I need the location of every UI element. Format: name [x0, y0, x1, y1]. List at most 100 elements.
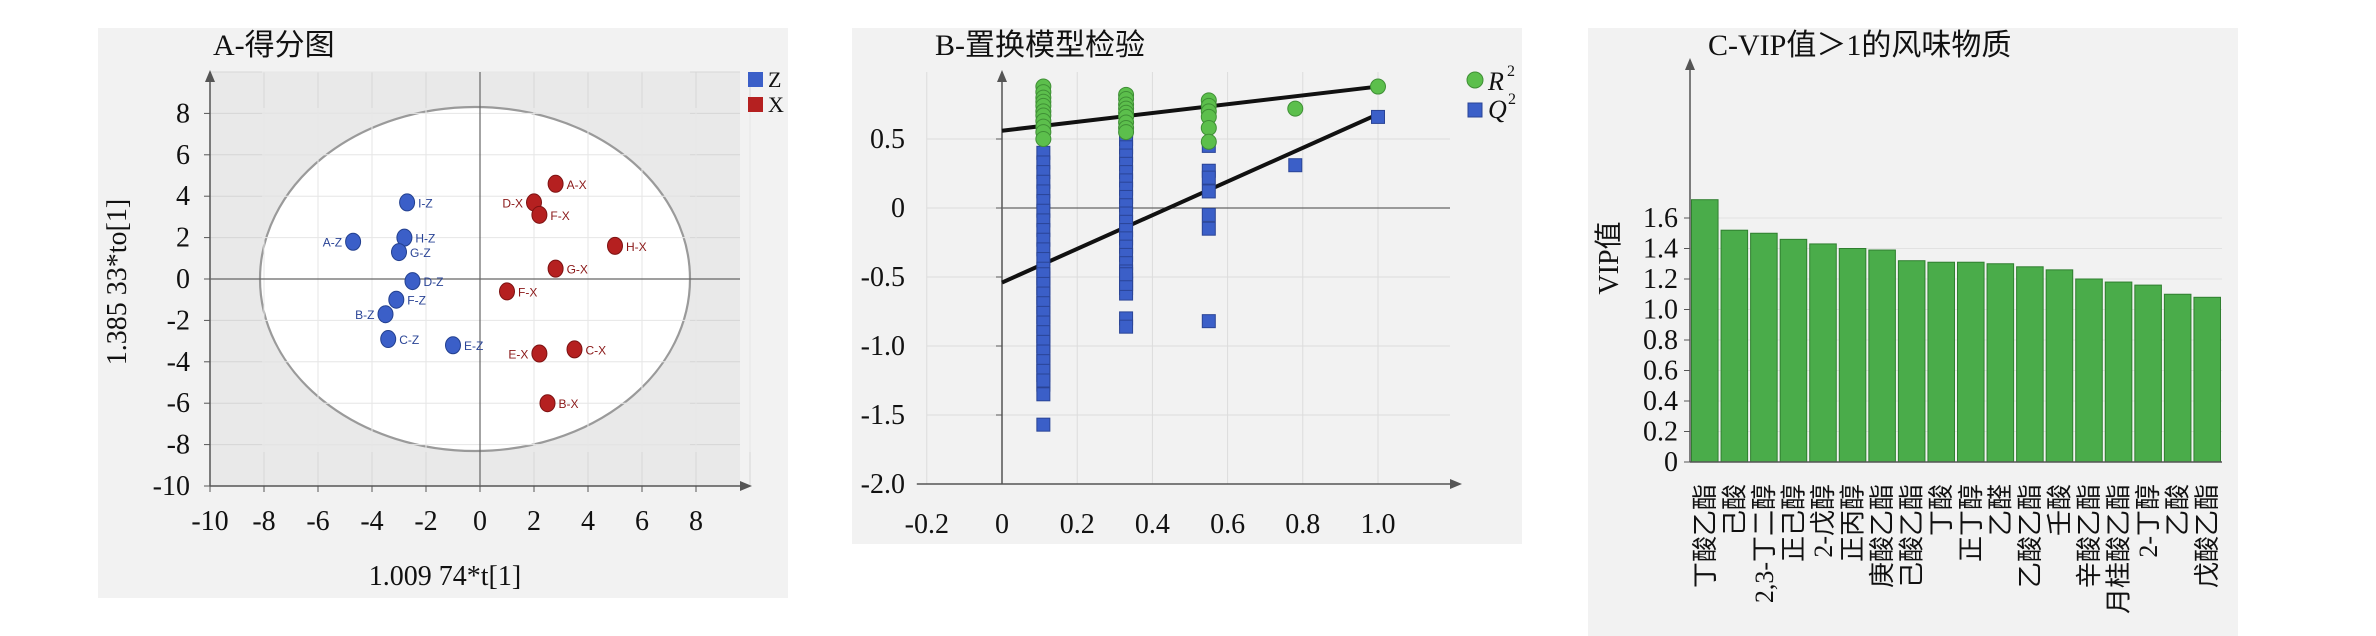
x-tick-label: 0.8 [1285, 509, 1320, 540]
score-point-e-z [445, 336, 461, 355]
x-tick-label: -2 [414, 506, 437, 537]
q2-point [1119, 319, 1134, 334]
x-tick-label: 6 [635, 506, 649, 537]
vip-bar-panel: 00.20.40.60.81.01.21.41.6 丁酸乙酯 己酸 2,3-丁二醇正… [1588, 28, 2238, 636]
score-point-i-z [399, 193, 416, 212]
x-tick-label: 4 [581, 506, 595, 537]
r2-point [1287, 100, 1304, 117]
q2-point [1119, 267, 1134, 282]
score-point-label: H-X [626, 240, 647, 254]
regression-line-q [1001, 112, 1379, 285]
vip-category-label: 己酸 [1720, 484, 1749, 536]
r2-point [1118, 124, 1135, 141]
permutation-plot-ticks: -0.2 0 0.2 0.4 0.6 0.8 1.0 0.5 0 -0.5 -1.0 -1.5 -2.0 [861, 124, 1396, 540]
score-point-label: E-Z [464, 339, 483, 353]
r2-point [1035, 131, 1052, 147]
y-axis-arrow [1685, 58, 1695, 70]
score-point-c-x [566, 340, 583, 359]
permutation-regression-lines [1001, 84, 1379, 285]
vip-bar [1957, 261, 1985, 463]
y-tick-label: 0 [176, 264, 190, 295]
score-point-label: A-Z [323, 236, 342, 250]
vip-bar [2104, 281, 2133, 463]
y-tick-label: -10 [153, 471, 190, 502]
vip-category-label: 庚酸乙酯 [1868, 484, 1897, 588]
x-tick-label: 8 [689, 506, 703, 537]
vip-bar [1720, 229, 1749, 463]
score-plot-points: I-Z H-Z A-Z G-Z D-Z F-Z B-Z C-Z E-Z A-X D-X F-X H-X G… [323, 174, 647, 413]
vip-plot-ylabel: VIP值 [1593, 221, 1625, 294]
y-tick-label: -0.5 [861, 262, 905, 293]
q2-point [1201, 170, 1216, 185]
score-point-a-x [547, 174, 564, 193]
y-tick-label: 4 [176, 181, 190, 212]
q2-point [1036, 417, 1051, 432]
q2-point [1201, 207, 1216, 222]
score-point-f-z [388, 290, 405, 309]
score-point-label: B-Z [355, 308, 374, 322]
score-point-label: E-X [508, 348, 528, 362]
score-point-label: F-Z [407, 294, 426, 308]
legend-label-r2: R [1487, 67, 1504, 96]
vip-category-label: 辛酸乙酯 [2075, 484, 2104, 588]
y-tick-label: 0.6 [1643, 356, 1678, 387]
vip-bar [1897, 260, 1926, 463]
permutation-test-panel: -0.2 0 0.2 0.4 0.6 0.8 1.0 0.5 0 -0.5 -1.0 -1.5 -2.0… [852, 28, 1522, 544]
y-tick-label: 1.2 [1643, 264, 1678, 295]
score-point-label: C-X [586, 343, 607, 357]
y-axis-arrow [997, 70, 1007, 82]
y-tick-label: -2.0 [861, 469, 905, 500]
score-point-b-z [377, 305, 394, 324]
y-tick-label: 0 [1664, 447, 1678, 478]
score-point-g-x [547, 259, 564, 278]
vip-bar [2016, 266, 2044, 463]
legend-marker-q2 [1467, 102, 1483, 118]
score-point-label: C-Z [399, 333, 419, 347]
x-axis-arrow [740, 481, 752, 491]
vip-bar [1868, 249, 1896, 463]
y-tick-label: 0.8 [1643, 325, 1678, 356]
score-plot-ylabel: 1.385 33*to[1] [102, 199, 133, 365]
vip-plot-axes [1685, 58, 2222, 463]
y-tick-label: -6 [167, 388, 190, 419]
y-tick-label: 0.5 [870, 124, 905, 155]
score-point-label: G-Z [410, 246, 431, 260]
x-tick-label: -6 [306, 506, 329, 537]
regression-line-r [1001, 84, 1379, 133]
q2-point [1036, 387, 1051, 402]
y-axis-arrow [205, 70, 215, 82]
x-tick-label: 0 [995, 509, 1009, 540]
vip-bars [1691, 199, 2221, 463]
score-plot-ticks: -10 -8 -6 -4 -2 0 2 4 6 8 8 6 4 2 0 -2 -4 -6 -8 -10 [153, 98, 703, 537]
score-point-label: D-X [502, 196, 523, 210]
x-tick-label: -10 [191, 506, 228, 537]
vip-category-label: 乙酸乙酯 [2016, 484, 2045, 588]
y-tick-label: 0 [891, 193, 905, 224]
score-point-label: F-X [518, 285, 537, 299]
y-tick-label: -1.0 [861, 331, 905, 362]
y-tick-label: 0.4 [1643, 386, 1678, 417]
vip-category-label: 正己醇 [1779, 484, 1808, 562]
q2-point [1036, 373, 1051, 388]
vip-bar [2163, 293, 2192, 463]
permutation-plot-background [852, 28, 1522, 544]
x-tick-label: -4 [360, 506, 383, 537]
x-axis-arrow [1450, 479, 1462, 489]
score-plot-panel: -10 -8 -6 -4 -2 0 2 4 6 8 8 6 4 2 0 -2 -4 -6 -8 -10 I-Z H-Z A… [98, 28, 788, 598]
y-tick-label: 1.6 [1643, 203, 1678, 234]
legend-label-z: Z [768, 67, 781, 92]
x-tick-label: 2 [527, 506, 541, 537]
q2-point [1371, 109, 1385, 124]
y-tick-label: 6 [176, 140, 190, 171]
score-point-label: F-X [550, 209, 569, 223]
vip-bar [2075, 278, 2103, 463]
score-point-e-x [531, 344, 548, 363]
score-plot-title: A-得分图 [213, 29, 335, 62]
score-point-label: I-Z [418, 196, 433, 210]
score-point-d-z [404, 272, 421, 291]
vip-category-label: 丁酸乙酯 [1691, 484, 1720, 588]
x-tick-label: -0.2 [905, 509, 949, 540]
vip-bar [1691, 199, 1719, 463]
score-point-label: G-X [567, 263, 588, 277]
